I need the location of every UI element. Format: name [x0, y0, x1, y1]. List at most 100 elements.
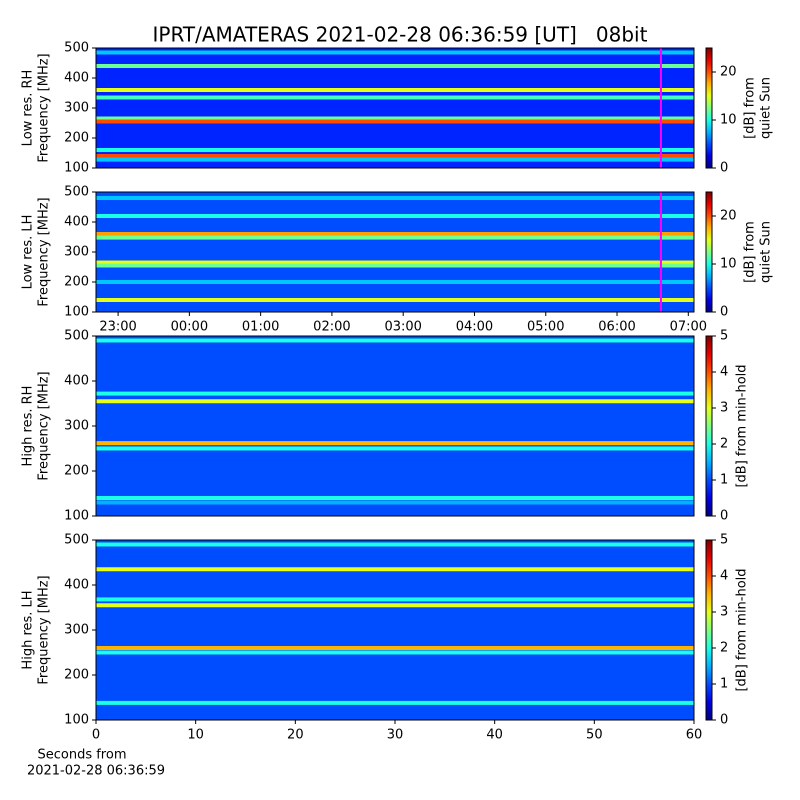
emission-band — [96, 700, 694, 705]
emission-band — [96, 567, 694, 572]
emission-band — [96, 441, 694, 446]
y-tick-label: 500 — [64, 185, 89, 200]
colorbar-tick-label: 10 — [720, 257, 737, 272]
x-tick-label: 30 — [387, 728, 404, 743]
emission-band — [96, 646, 694, 650]
x-tick-label: 23:00 — [99, 320, 136, 335]
emission-band — [96, 116, 694, 121]
colorbar-tick-label: 1 — [720, 677, 728, 692]
y-tick-label: 400 — [64, 578, 89, 593]
x-tick-label: 03:00 — [384, 320, 421, 335]
emission-band — [96, 50, 694, 55]
y-axis-label: High res. RH — [21, 386, 36, 467]
y-axis-label: Low res. RH — [21, 70, 36, 147]
emission-band — [96, 263, 694, 268]
colorbar-tick-label: 2 — [720, 641, 728, 656]
y-tick-label: 500 — [64, 533, 89, 548]
colorbar — [705, 539, 713, 721]
colorbar-tick-label: 0 — [720, 305, 728, 320]
colorbar-tick-label: 20 — [720, 65, 737, 80]
y-tick-label: 300 — [64, 101, 89, 116]
y-tick-label: 300 — [64, 623, 89, 638]
x-tick-label: 01:00 — [242, 320, 279, 335]
colorbar-label: [dB] from min-hold — [735, 364, 750, 487]
colorbar-tick-label: 1 — [720, 473, 728, 488]
emission-band — [96, 260, 694, 265]
emission-band — [96, 119, 694, 124]
colorbar-tick-label: 3 — [720, 605, 728, 620]
y-tick-label: 500 — [64, 41, 89, 56]
x-tick-label: 10 — [187, 728, 204, 743]
y-axis-label: Frequency [MHz] — [37, 371, 52, 480]
y-tick-label: 300 — [64, 419, 89, 434]
y-tick-label: 100 — [64, 305, 89, 320]
emission-band — [96, 500, 694, 505]
emission-band — [96, 154, 694, 158]
y-tick-label: 500 — [64, 329, 89, 344]
background-intensity — [96, 540, 694, 720]
emission-band — [96, 196, 694, 200]
colorbar-label: quiet Sun — [759, 221, 774, 283]
y-tick-label: 100 — [64, 509, 89, 524]
emission-band — [96, 391, 694, 396]
colorbar — [705, 191, 713, 313]
emission-band — [96, 214, 694, 218]
emission-band — [96, 446, 694, 451]
emission-band — [96, 542, 694, 547]
y-tick-label: 200 — [64, 131, 89, 146]
y-axis-label: Low res. LH — [21, 215, 36, 290]
emission-band — [96, 157, 694, 162]
colorbar-tick-label: 3 — [720, 401, 728, 416]
x-axis-label: Seconds from — [37, 748, 126, 763]
emission-band — [96, 235, 694, 240]
emission-band — [96, 232, 694, 236]
x-tick-label: 50 — [586, 728, 603, 743]
colorbar-tick-label: 4 — [720, 569, 728, 584]
emission-band — [96, 95, 694, 100]
emission-band — [96, 280, 694, 284]
y-tick-label: 200 — [64, 464, 89, 479]
colorbar-tick-label: 0 — [720, 161, 728, 176]
colorbar-label: [dB] from min-hold — [735, 568, 750, 691]
colorbar-tick-label: 2 — [720, 437, 728, 452]
emission-band — [96, 64, 694, 68]
y-tick-label: 200 — [64, 275, 89, 290]
x-tick-label: 02:00 — [313, 320, 350, 335]
colorbar-tick-label: 5 — [720, 329, 728, 344]
x-tick-label: 60 — [686, 728, 703, 743]
emission-band — [96, 650, 694, 655]
colorbar-tick-label: 5 — [720, 533, 728, 548]
x-tick-label: 40 — [486, 728, 503, 743]
emission-band — [96, 338, 694, 343]
emission-band — [96, 148, 694, 152]
emission-band — [96, 496, 694, 500]
y-tick-label: 400 — [64, 215, 89, 230]
y-tick-label: 200 — [64, 668, 89, 683]
emission-band — [96, 597, 694, 602]
emission-band — [96, 88, 694, 92]
colorbar — [705, 47, 713, 169]
colorbar-tick-label: 20 — [720, 209, 737, 224]
colorbar-tick-label: 0 — [720, 713, 728, 728]
x-tick-label: 07:00 — [670, 320, 707, 335]
x-tick-label: 20 — [287, 728, 304, 743]
y-axis-label: Frequency [MHz] — [37, 197, 52, 306]
y-tick-label: 100 — [64, 713, 89, 728]
y-axis-label: Frequency [MHz] — [37, 575, 52, 684]
y-tick-label: 400 — [64, 71, 89, 86]
x-tick-label: 0 — [92, 728, 100, 743]
colorbar-tick-label: 0 — [720, 509, 728, 524]
emission-band — [96, 603, 694, 608]
emission-band — [96, 298, 694, 302]
colorbar-label: [dB] from — [743, 77, 758, 139]
y-tick-label: 400 — [64, 374, 89, 389]
x-tick-label: 04:00 — [456, 320, 493, 335]
background-intensity — [96, 192, 694, 312]
colorbar-label: quiet Sun — [759, 77, 774, 139]
emission-band — [96, 399, 694, 404]
x-tick-label: 00:00 — [171, 320, 208, 335]
colorbar-label: [dB] from — [743, 221, 758, 283]
y-axis-label: High res. LH — [21, 590, 36, 669]
x-tick-label: 05:00 — [527, 320, 564, 335]
